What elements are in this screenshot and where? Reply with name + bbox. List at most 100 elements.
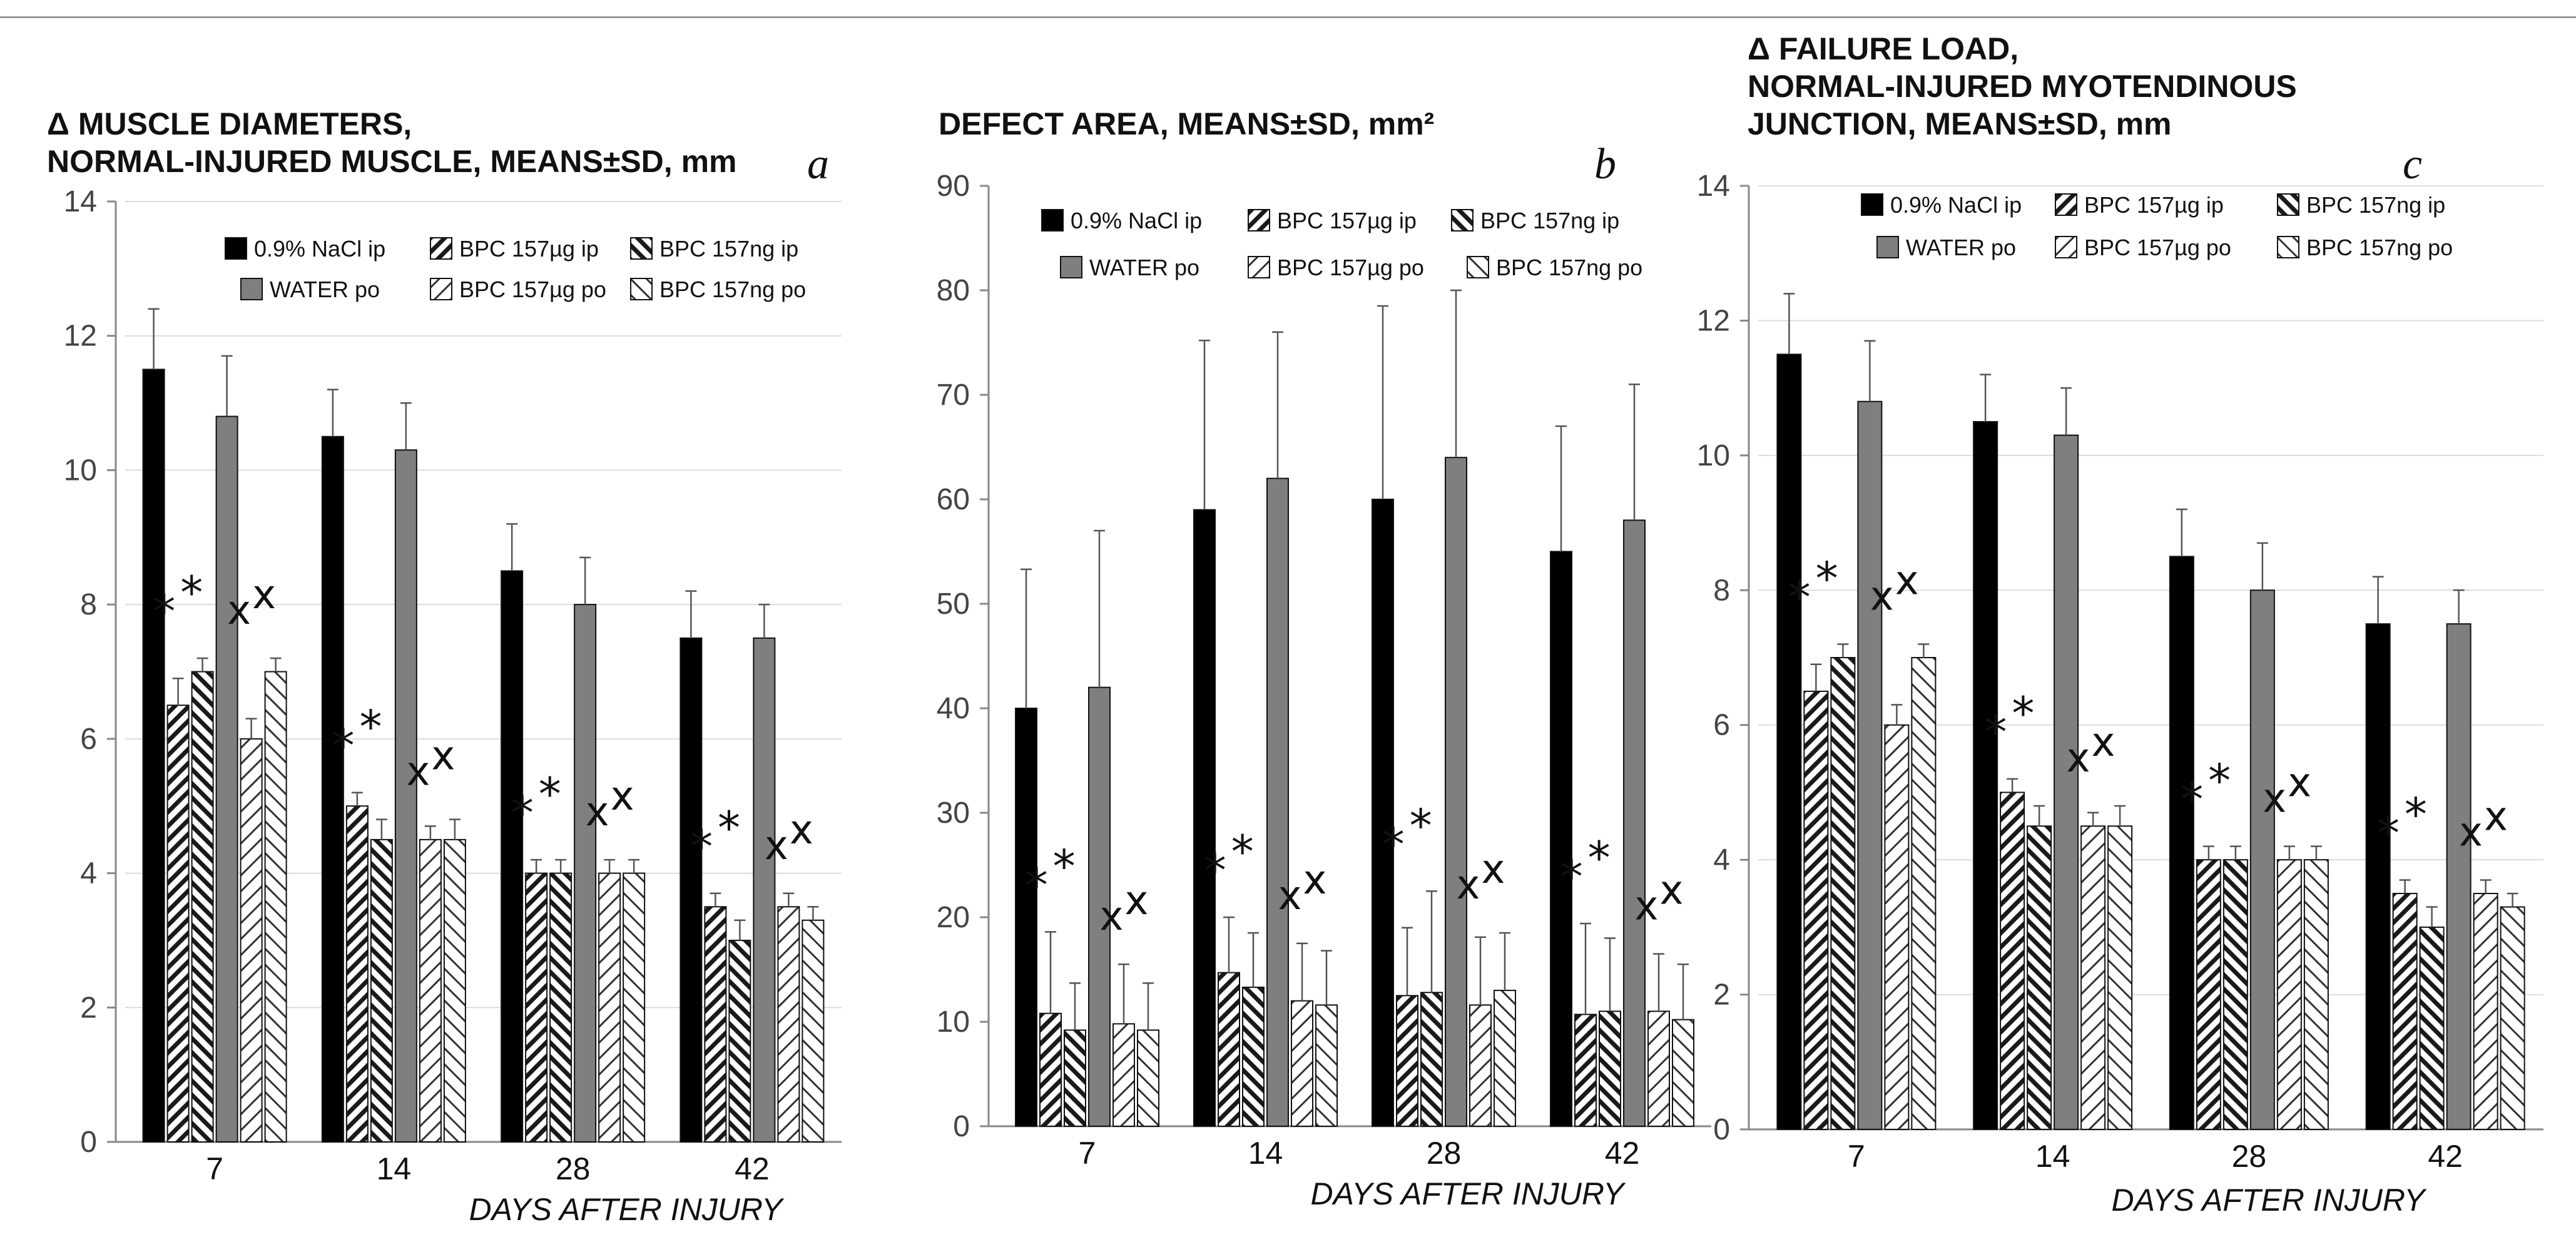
significance-star: * [1231,825,1254,878]
significance-star: * [690,820,713,873]
bar-bpc-157ng-po-day-14 [1315,1004,1338,1127]
x-tick-label: 28 [2232,1139,2267,1174]
bar-bpc-157-g-po-day-7 [1884,724,1910,1130]
significance-star: * [2012,687,2034,740]
chart-panel-c: Δ FAILURE LOAD,NORMAL-INJURED MYOTENDINO… [1697,31,2543,1218]
bar-bpc-157ng-ip-day-42 [1599,1010,1621,1127]
bar-bpc-157ng-po-day-42 [2500,906,2525,1130]
bar-bpc-157ng-ip-day-42 [728,939,751,1143]
legend-label: BPC 157ng ip [1480,208,1619,233]
chart-title-line: Δ MUSCLE DIAMETERS, [47,106,412,141]
legend-swatch [1861,193,1883,216]
legend-swatch [1876,236,1899,258]
bar-water-po-day-14 [1266,477,1289,1127]
bar-bpc-157-g-po-day-28 [598,872,621,1143]
significance-x: x [611,773,634,820]
y-tick-label: 40 [937,692,970,725]
significance-star: * [1204,844,1226,897]
legend-swatch [2055,236,2077,258]
y-tick-label: 8 [1713,574,1730,607]
y-tick-label: 14 [64,185,97,218]
bar-water-po-day-42 [753,637,776,1143]
bar-bpc-157-g-ip-day-42 [704,906,727,1143]
x-tick-label: 14 [377,1151,412,1186]
y-tick-label: 2 [1713,979,1730,1012]
x-tick-label: 7 [206,1151,223,1186]
chart-title-line: NORMAL-INJURED MYOTENDINOUS [1748,69,2297,104]
legend-label: 0.9% NaCl ip [1890,192,2022,218]
y-tick-label: 12 [1697,304,1730,337]
significance-x: x [2091,720,2115,766]
significance-x: x [1303,857,1327,904]
significance-star: * [2405,788,2427,840]
legend-swatch [2277,193,2299,216]
x-tick-label: 42 [2428,1139,2463,1174]
bar-water-po-day-42 [1623,519,1646,1127]
significance-star: * [1053,840,1076,892]
legend-label: BPC 157µg ip [2084,192,2224,218]
legend-label: BPC 157µg ip [1277,208,1417,233]
chart-panel-a: Δ MUSCLE DIAMETERS,NORMAL-INJURED MUSCLE… [47,106,842,1227]
legend-label: BPC 157µg po [2084,235,2231,260]
panel-letter: a [807,140,829,188]
legend-label: BPC 157µg po [459,277,606,302]
bar-bpc-157ng-ip-day-28 [549,872,573,1143]
significance-x: x [1125,878,1149,924]
bar-bpc-157-g-ip-day-7 [166,705,190,1143]
bar-bpc-157-g-po-day-42 [2473,893,2498,1130]
bar-bpc-157-g-po-day-28 [1469,1004,1492,1127]
bar-bpc-157-g-po-day-7 [1112,1023,1135,1127]
bar-bpc-157-g-po-day-14 [419,838,442,1143]
panel-letter: c [2403,140,2422,188]
legend-swatch [2055,193,2077,216]
bar-bpc-157-g-po-day-14 [1291,1000,1313,1127]
bar-bpc-157-g-ip-day-14 [1218,972,1240,1127]
significance-x: x [1870,573,1894,619]
y-tick-label: 10 [937,1005,970,1039]
chart-title-line: JUNCTION, MEANS±SD, mm [1748,106,2172,141]
y-tick-label: 8 [80,588,97,621]
significance-x: x [765,823,788,869]
bar-bpc-157ng-po-day-7 [1911,657,1937,1130]
bar-water-po-day-42 [2446,623,2472,1130]
bar-bpc-157-g-ip-day-28 [2196,859,2221,1130]
chart-title-line: Δ FAILURE LOAD, [1748,31,2019,66]
bar-0-9-nacl-ip-day-28 [2169,556,2194,1130]
significance-star: * [718,802,740,854]
significance-star: * [2181,773,2203,826]
significance-star: * [1984,706,2007,758]
significance-star: * [1410,799,1432,852]
legend-label: 0.9% NaCl ip [1071,208,1202,233]
significance-star: * [1560,850,1583,903]
y-tick-label: 30 [937,797,970,830]
legend-swatch [430,278,452,300]
legend-swatch [630,278,653,300]
significance-star: * [1588,832,1611,884]
bar-bpc-157-g-po-day-7 [240,738,263,1143]
bar-bpc-157-g-po-day-14 [2080,825,2106,1131]
y-tick-label: 50 [937,588,970,621]
x-tick-label: 42 [735,1151,770,1186]
bar-bpc-157ng-ip-day-7 [191,671,214,1143]
legend-label: BPC 157µg po [1277,255,1424,280]
legend-label: WATER po [1906,235,2016,260]
chart-title-line: NORMAL-INJURED MUSCLE, MEANS±SD, mm [47,144,737,179]
significance-x: x [2484,793,2508,840]
y-tick-label: 6 [1713,709,1730,742]
y-tick-label: 2 [80,991,97,1024]
bar-0-9-nacl-ip-day-28 [501,570,524,1143]
bar-0-9-nacl-ip-day-14 [321,435,344,1143]
significance-star: * [539,768,561,820]
y-tick-label: 12 [64,320,97,353]
x-tick-label: 14 [2035,1139,2070,1174]
legend-swatch [1248,256,1270,278]
bar-bpc-157ng-ip-day-28 [2222,859,2248,1130]
bar-water-po-day-14 [394,449,417,1143]
bar-bpc-157ng-po-day-14 [2107,825,2133,1131]
significance-x: x [431,733,455,780]
y-tick-label: 80 [937,274,970,307]
bar-bpc-157ng-ip-day-42 [2419,926,2445,1131]
y-tick-label: 14 [1697,170,1730,203]
significance-x: x [2288,760,2311,807]
